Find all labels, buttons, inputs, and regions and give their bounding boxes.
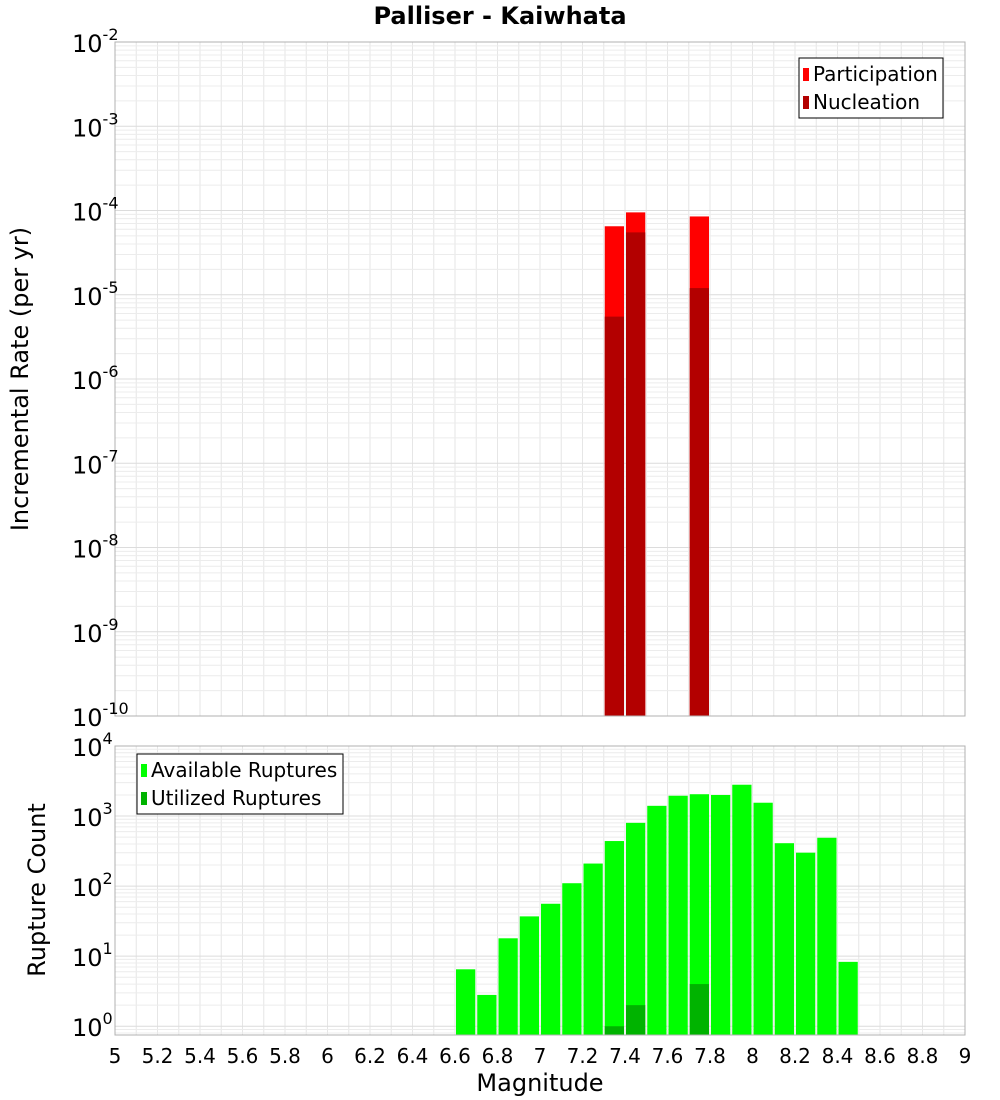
bottom-bar-available-ruptures — [477, 994, 497, 1035]
bottom-legend-label: Available Ruptures — [151, 758, 337, 782]
x-tick-label: 8.2 — [779, 1044, 811, 1068]
x-tick-label: 8.8 — [907, 1044, 939, 1068]
bottom-y-tick-label: 101 — [72, 939, 113, 972]
bottom-bar-available-ruptures — [626, 822, 646, 1035]
bottom-y-tick-label: 104 — [72, 729, 113, 762]
x-tick-label: 7.8 — [694, 1044, 726, 1068]
x-tick-label: 5.6 — [227, 1044, 259, 1068]
bottom-bar-utilized-ruptures — [626, 1005, 646, 1035]
bottom-bar-available-ruptures — [583, 863, 603, 1035]
top-legend-swatch — [803, 96, 809, 109]
top-y-tick-label: 10-8 — [72, 531, 119, 564]
bottom-y-tick-label: 102 — [72, 869, 113, 902]
x-tick-label: 6.2 — [354, 1044, 386, 1068]
bottom-bar-available-ruptures — [647, 805, 667, 1035]
top-y-tick-label: 10-10 — [72, 699, 129, 732]
bottom-legend-swatch — [141, 792, 147, 805]
bottom-plot-frame — [114, 745, 966, 1036]
top-y-axis-title: Incremental Rate (per yr) — [6, 227, 34, 531]
bottom-bar-utilized-ruptures — [689, 984, 709, 1035]
bottom-bar-available-ruptures — [456, 969, 476, 1035]
x-tick-label: 7 — [534, 1044, 547, 1068]
x-tick-label: 8 — [746, 1044, 759, 1068]
x-tick-label: 7.4 — [609, 1044, 641, 1068]
x-tick-label: 6 — [321, 1044, 334, 1068]
bottom-bar-available-ruptures — [541, 903, 561, 1035]
top-y-tick-label: 10-4 — [72, 194, 119, 227]
bottom-y-tick-label: 100 — [72, 1009, 113, 1042]
x-tick-label: 5.2 — [142, 1044, 174, 1068]
top-y-tick-label: 10-3 — [72, 109, 119, 142]
x-tick-label: 7.2 — [567, 1044, 599, 1068]
bottom-bar-available-ruptures — [796, 852, 816, 1035]
top-y-tick-label: 10-5 — [72, 278, 119, 311]
bottom-y-tick-label: 103 — [72, 799, 113, 832]
x-tick-label: 5 — [109, 1044, 122, 1068]
top-legend-swatch — [803, 68, 809, 81]
top-y-tick-label: 10-6 — [72, 362, 119, 395]
bottom-bar-available-ruptures — [711, 794, 731, 1035]
bottom-y-axis-title: Rupture Count — [23, 803, 51, 977]
top-y-tick-label: 10-9 — [72, 615, 119, 648]
bottom-bar-available-ruptures — [774, 843, 794, 1035]
bottom-bar-available-ruptures — [732, 784, 752, 1035]
chart-title: Palliser - Kaiwhata — [373, 2, 626, 30]
top-bar-nucleation — [689, 288, 709, 716]
top-legend-label: Nucleation — [813, 90, 920, 114]
bottom-bar-available-ruptures — [519, 916, 539, 1035]
bottom-bar-available-ruptures — [668, 795, 688, 1035]
x-tick-label: 8.6 — [864, 1044, 896, 1068]
top-y-tick-label: 10-2 — [72, 25, 119, 58]
bottom-bar-utilized-ruptures — [604, 1026, 624, 1035]
x-tick-label: 7.6 — [652, 1044, 684, 1068]
x-tick-label: 5.4 — [184, 1044, 216, 1068]
x-tick-label: 6.8 — [482, 1044, 514, 1068]
bottom-bar-available-ruptures — [817, 837, 837, 1035]
bottom-legend-swatch — [141, 764, 147, 777]
top-bar-nucleation — [626, 232, 646, 716]
top-legend-box — [798, 57, 944, 119]
bottom-bar-available-ruptures — [838, 961, 858, 1035]
x-tick-label: 9 — [959, 1044, 972, 1068]
x-tick-label: 6.4 — [397, 1044, 429, 1068]
bottom-bar-available-ruptures — [498, 938, 518, 1035]
bottom-bar-available-ruptures — [753, 802, 773, 1035]
bottom-bar-available-ruptures — [562, 883, 582, 1035]
x-tick-label: 8.4 — [822, 1044, 854, 1068]
bottom-bar-available-ruptures — [604, 841, 624, 1035]
bottom-bar-available-ruptures — [689, 794, 709, 1035]
top-y-tick-label: 10-7 — [72, 446, 119, 479]
x-tick-label: 5.8 — [269, 1044, 301, 1068]
top-bar-nucleation — [604, 316, 624, 716]
top-legend-label: Participation — [813, 62, 938, 86]
bottom-legend-label: Utilized Ruptures — [151, 786, 321, 810]
x-axis-title: Magnitude — [476, 1069, 603, 1097]
x-tick-label: 6.6 — [439, 1044, 471, 1068]
bottom-legend-box — [136, 753, 344, 815]
top-plot-frame — [114, 41, 966, 717]
